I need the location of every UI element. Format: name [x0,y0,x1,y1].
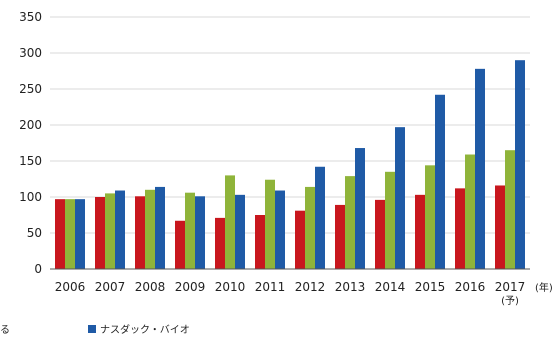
x-axis-unit-label: (年) [535,281,553,294]
bar-series-1-2007 [95,197,105,269]
legend-partial-item: る [0,321,10,336]
bar-series-1-2008 [135,196,145,269]
x-tick-label-2017: 2017 [495,280,526,294]
y-tick-label: 250 [19,82,42,96]
bar-series-2-2015 [425,165,435,269]
bar-series-3-2016 [475,68,485,269]
bar-series-3-2006 [75,199,85,269]
y-tick-label: 0 [34,262,42,276]
bar-series-3-2009 [195,196,205,269]
bar-series-2-2012 [305,186,315,269]
y-tick-label: 200 [19,118,42,132]
x-tick-label-2015: 2015 [415,280,446,294]
y-axis-ticks: 0 50 100 150 200 250 300 350 [19,10,42,276]
bar-series-3-2007 [115,190,125,269]
bar-series-3-2015 [435,94,445,269]
x-tick-label-2007: 2007 [95,280,126,294]
bar-series-2-2006 [65,199,75,269]
bar-series-3-2014 [395,127,405,269]
x-axis-ticks: 2006 2007 2008 2009 2010 2011 2012 2013 2014 2015… [55,280,526,307]
gridlines [50,16,530,270]
bar-series-1-2009 [175,220,185,269]
x-tick-sublabel-2017: (予) [501,295,519,307]
bar-series-1-2010 [215,217,225,269]
y-tick-label: 150 [19,154,42,168]
bar-series-2-2017 [505,150,515,269]
legend-swatch-blue [88,324,96,333]
y-tick-label: 100 [19,190,42,204]
x-tick-label-2014: 2014 [375,280,406,294]
x-tick-label-2012: 2012 [295,280,326,294]
bar-series-3-2017 [515,60,525,270]
bar-series-1-2014 [375,199,385,269]
x-tick-label-2016: 2016 [455,280,486,294]
legend-item-nasdaq-bio: ナスダック・バイオ [88,321,190,336]
bar-series-3-2011 [275,190,285,269]
x-tick-label-2008: 2008 [135,280,166,294]
x-tick-label-2013: 2013 [335,280,366,294]
bar-series-3-2013 [355,148,365,269]
bar-series-2-2010 [225,175,235,269]
bar-series-1-2012 [295,210,305,269]
bar-series-3-2012 [315,166,325,269]
x-tick-label-2010: 2010 [215,280,246,294]
bar-series-1-2016 [455,188,465,269]
bar-series-2-2016 [465,154,475,269]
bar-series-1-2006 [55,199,65,269]
bar-series-3-2008 [155,186,165,269]
bar-series-2-2007 [105,193,115,269]
legend-partial-label: る [0,325,10,336]
x-tick-label-2009: 2009 [175,280,206,294]
bar-series-2-2011 [265,179,275,269]
x-tick-label-2006: 2006 [55,280,86,294]
y-tick-label: 50 [27,226,42,240]
bar-series-2-2008 [145,189,155,269]
bar-series-1-2015 [415,194,425,269]
x-tick-label-2011: 2011 [255,280,286,294]
bar-series-1-2011 [255,215,265,269]
bar-series-2-2013 [345,176,355,269]
bar-series-1-2017 [495,185,505,269]
bar-series-1-2013 [335,204,345,269]
legend-label-nasdaq-bio: ナスダック・バイオ [100,325,190,336]
y-tick-label: 350 [19,10,42,24]
bar-series-3-2010 [235,194,245,269]
bar-series-2-2014 [385,171,395,269]
bar-groups [55,60,525,270]
bar-series-2-2009 [185,192,195,269]
y-tick-label: 300 [19,46,42,60]
